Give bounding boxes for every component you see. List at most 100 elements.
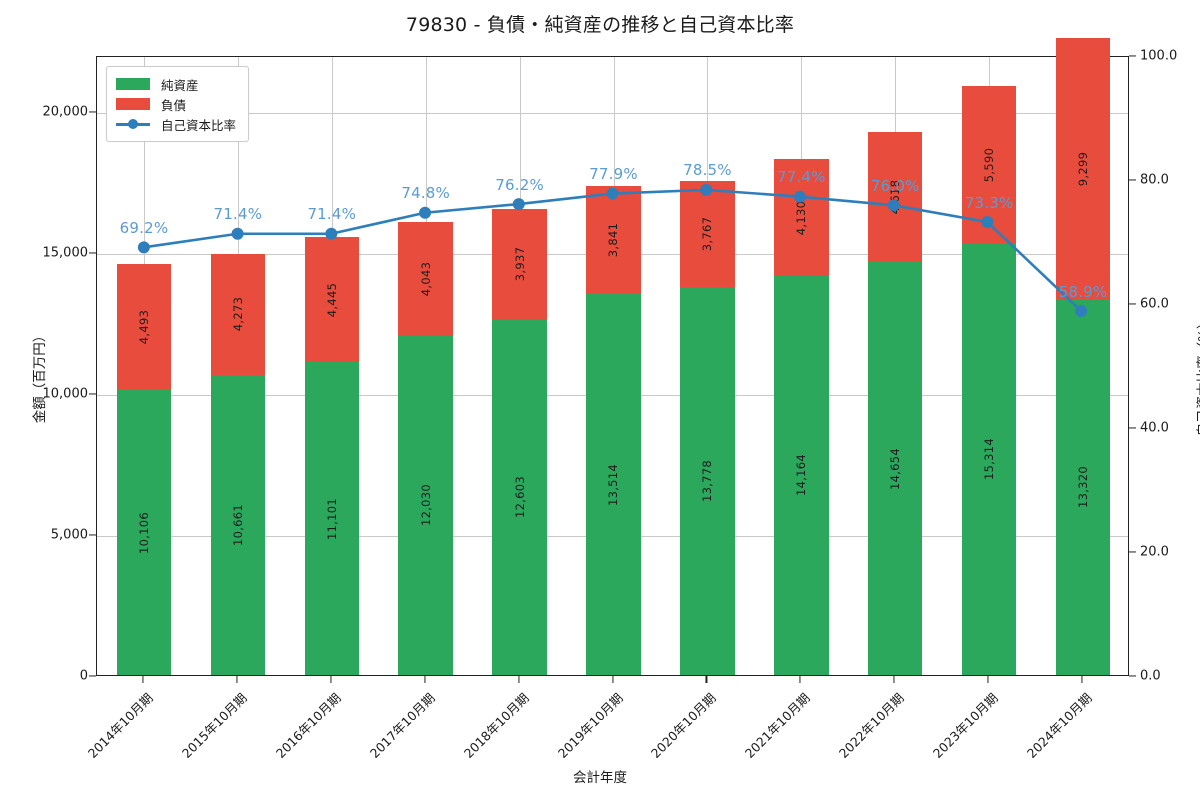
x-axis-tick-mark: [1081, 676, 1083, 683]
bar-group[interactable]: 13,514 3,841: [586, 185, 641, 675]
bar-value-label: 3,841: [606, 222, 621, 258]
bar-segment-liability[interactable]: 5,590: [961, 85, 1017, 244]
bar-value-label: 12,030: [418, 484, 433, 527]
legend-swatch-icon: [116, 78, 150, 90]
x-axis-tick-mark: [987, 676, 989, 683]
ratio-value-label: 76.2%: [495, 175, 544, 194]
bar-value-label: 4,493: [136, 309, 151, 345]
ratio-value-label: 58.9%: [1058, 282, 1108, 301]
bar-segment-liability[interactable]: 4,445: [304, 236, 359, 363]
legend-line-icon: [116, 118, 150, 130]
bar-segment-equity[interactable]: 12,030: [398, 335, 453, 675]
bar-value-label: 4,130: [794, 200, 809, 235]
y-axis-tick-mark-right: [1129, 427, 1136, 429]
bar-segment-liability[interactable]: 4,273: [210, 254, 266, 375]
bar-value-label: 12,603: [512, 476, 527, 519]
y-axis-tick-mark-left: [89, 252, 96, 254]
bar-segment-equity[interactable]: 13,778: [680, 286, 735, 675]
y-axis-tick-label-left: 20,000: [42, 104, 89, 120]
bar-segment-equity[interactable]: 13,514: [586, 294, 641, 675]
bar-value-label: 5,590: [982, 147, 997, 182]
bar-value-label: 9,299: [1076, 151, 1091, 186]
ratio-value-label: 76.0%: [870, 176, 920, 195]
y-axis-tick-label-right: 80.0: [1140, 172, 1169, 188]
bar-value-label: 13,514: [606, 463, 621, 506]
x-axis-tick-mark: [518, 676, 520, 683]
legend-item[interactable]: 自己資本比率: [116, 114, 236, 134]
x-axis-label: 会計年度: [573, 770, 627, 786]
bar-value-label: 10,661: [230, 503, 245, 546]
bar-value-label: 14,164: [794, 454, 809, 497]
ratio-value-label: 71.4%: [307, 205, 357, 224]
plot-area: 10,106 4,493 10,661 4,273 11,101 4,445 12,030 4…: [96, 37, 1129, 676]
bar-group[interactable]: 10,106 4,493: [116, 263, 172, 675]
chart-legend: 純資産負債自己資本比率: [106, 66, 250, 142]
y-axis-tick-label-right: 0.0: [1140, 668, 1161, 684]
x-axis-tick-label: 2022年10月期: [836, 690, 907, 761]
x-axis-tick-mark: [330, 676, 332, 683]
x-axis-tick-label: 2015年10月期: [178, 690, 250, 761]
bar-segment-equity[interactable]: 14,654: [867, 262, 923, 675]
x-axis-tick-label: 2020年10月期: [648, 690, 720, 761]
y-axis-tick-mark-right: [1129, 179, 1136, 181]
x-axis-tick-label: 2023年10月期: [929, 690, 1001, 761]
bar-segment-liability[interactable]: 3,937: [492, 208, 547, 320]
x-axis-tick-label: 2014年10月期: [84, 690, 156, 761]
bar-group[interactable]: 10,661 4,273: [210, 254, 266, 675]
bar-segment-liability[interactable]: 3,841: [586, 185, 641, 295]
bar-group[interactable]: 14,164 4,130: [774, 159, 829, 675]
bar-group[interactable]: 12,603 3,937: [492, 208, 547, 675]
x-axis-tick-mark: [893, 676, 895, 683]
bar-value-label: 13,778: [700, 459, 715, 502]
bar-value-label: 14,654: [888, 447, 903, 490]
bar-segment-liability[interactable]: 4,493: [116, 263, 172, 391]
bar-group[interactable]: 15,314 5,590: [961, 85, 1017, 675]
x-axis-tick-mark: [142, 676, 144, 683]
y-axis-tick-mark-left: [89, 675, 96, 677]
bar-segment-liability[interactable]: 9,299: [1055, 37, 1111, 300]
x-axis-tick-label: 2017年10月期: [366, 690, 438, 761]
bar-segment-equity[interactable]: 10,106: [116, 390, 172, 675]
legend-swatch-icon: [116, 98, 150, 110]
legend-item[interactable]: 純資産: [116, 74, 236, 94]
legend-item[interactable]: 負債: [116, 94, 236, 114]
page-title: 79830 - 負債・純資産の推移と自己資本比率: [405, 14, 795, 36]
bar-group[interactable]: 14,654 4,618: [867, 131, 923, 675]
bar-segment-equity[interactable]: 10,661: [210, 374, 266, 675]
bar-segment-equity[interactable]: 14,164: [774, 275, 829, 675]
gridline-horizontal: [97, 113, 1128, 115]
legend-label: 負債: [161, 97, 187, 113]
ratio-value-label: 78.5%: [683, 161, 732, 180]
bar-group[interactable]: 12,030 4,043: [398, 222, 453, 675]
y-axis-tick-mark-left: [89, 393, 96, 395]
bar-value-label: 3,937: [512, 247, 527, 282]
y-axis-label-right: 自己資本比率（%）: [1196, 315, 1200, 437]
bar-segment-equity[interactable]: 13,320: [1055, 299, 1111, 675]
bar-segment-liability[interactable]: 4,043: [398, 222, 453, 336]
bar-group[interactable]: 11,101 4,445: [304, 236, 359, 675]
x-axis-tick-label: 2018年10月期: [460, 690, 532, 761]
bar-group[interactable]: 13,778 3,767: [680, 180, 735, 675]
y-axis-tick-mark-right: [1129, 675, 1136, 677]
bar-value-label: 3,767: [700, 216, 715, 251]
bar-segment-equity[interactable]: 11,101: [304, 362, 359, 675]
bar-segment-liability[interactable]: 3,767: [680, 180, 735, 287]
x-axis-tick-label: 2024年10月期: [1023, 690, 1095, 761]
bar-value-label: 10,106: [136, 511, 151, 554]
y-axis-tick-label-right: 60.0: [1140, 296, 1169, 312]
x-axis-tick-mark: [705, 676, 707, 683]
bar-segment-equity[interactable]: 15,314: [961, 243, 1017, 675]
bar-value-label: 13,320: [1076, 466, 1091, 509]
y-axis-tick-mark-left: [89, 534, 96, 536]
bar-segment-equity[interactable]: 12,603: [492, 319, 547, 675]
legend-label: 自己資本比率: [161, 117, 237, 133]
x-axis-tick-label: 2016年10月期: [272, 690, 344, 761]
x-axis-tick-mark: [424, 676, 426, 683]
bar-value-label: 11,101: [324, 497, 339, 540]
y-axis-tick-mark-right: [1129, 55, 1136, 57]
y-axis-label-left: 金額（百万円）: [32, 328, 48, 424]
bar-group[interactable]: 13,320 9,299: [1055, 37, 1111, 675]
bar-segment-liability[interactable]: 4,618: [867, 131, 923, 263]
x-axis-tick-label: 2021年10月期: [742, 690, 814, 761]
bar-value-label: 4,273: [230, 297, 245, 332]
